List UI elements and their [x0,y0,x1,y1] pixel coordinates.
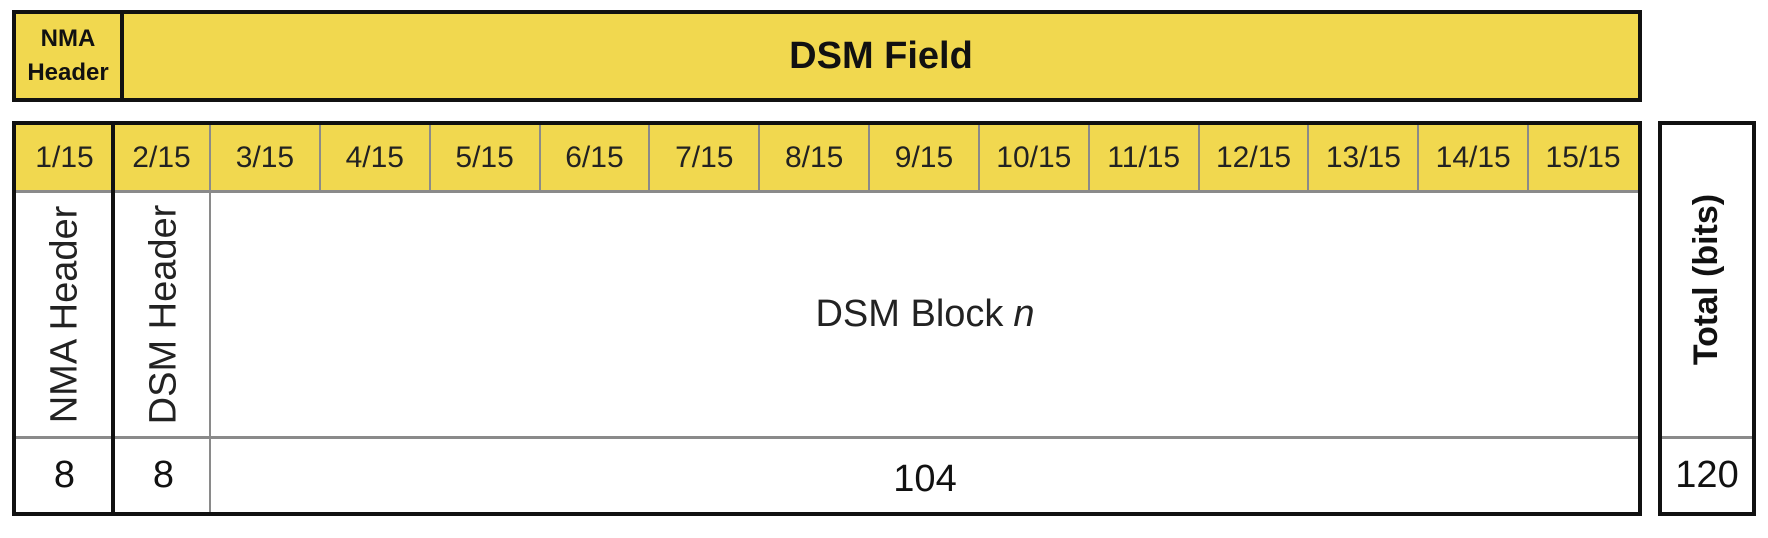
column-divider [209,125,211,512]
dsm-block-cell: DSM Block n [212,192,1638,436]
nma-header-label: NMA Header [43,205,86,423]
subfield-cell: 2/15 [132,141,191,174]
column-divider [1417,125,1420,191]
total-column: Total (bits) 120 [1658,121,1756,516]
subfield-cell: 10/15 [996,141,1072,174]
subfield-cell: 13/15 [1325,141,1401,174]
column-divider [977,125,980,191]
dsm-block-variable: n [1013,292,1035,335]
subfield-header-row [16,125,1638,191]
subfield-cell: 9/15 [894,141,954,174]
dsm-block-bits: 104 [893,458,957,500]
nma-header-title: NMA Header [12,10,124,102]
subfield-cell: 5/15 [455,141,514,174]
column-divider [318,125,321,191]
dsm-header-cell: DSM Header [117,192,210,436]
total-label-cell: Total (bits) [1662,125,1752,433]
column-divider [1307,125,1310,191]
dsm-field-title: DSM Field [120,10,1642,102]
bits-divider [16,436,1638,439]
dsm-table: 1/15 2/15 3/15 4/15 5/15 6/15 7/15 8/15 9/15 10/1… [12,121,1642,516]
dsm-header-label: DSM Header [142,204,185,424]
subfield-cell: 6/15 [565,141,624,174]
subfield-cell: 12/15 [1215,141,1292,174]
subfield-cell: 11/15 [1107,141,1181,174]
subfield-cell: 3/15 [235,141,295,174]
subfield-cell: 7/15 [675,141,734,174]
subfield-divider [16,190,1638,193]
dsm-header-bits: 8 [152,454,175,496]
column-divider [1087,125,1090,191]
subfield-cell: 1/15 [35,141,94,174]
total-label: Total (bits) [1687,193,1726,365]
column-divider [1197,125,1200,191]
dsm-block-label: DSM Block [815,292,1004,335]
subfield-cell: 15/15 [1545,141,1621,174]
column-divider [428,125,431,191]
nma-header-bits: 8 [53,454,76,496]
total-bits: 120 [1675,454,1739,496]
column-divider [648,125,651,191]
column-divider [111,125,115,512]
column-divider [758,125,761,191]
column-divider [868,125,871,191]
subfield-cell: 8/15 [784,141,844,174]
subfield-cell: 4/15 [345,141,404,174]
subfield-cell: 14/15 [1435,141,1511,174]
column-divider [538,125,541,191]
column-divider [1527,125,1530,191]
total-divider [1662,436,1752,439]
nma-header-cell: NMA Header [16,192,113,436]
